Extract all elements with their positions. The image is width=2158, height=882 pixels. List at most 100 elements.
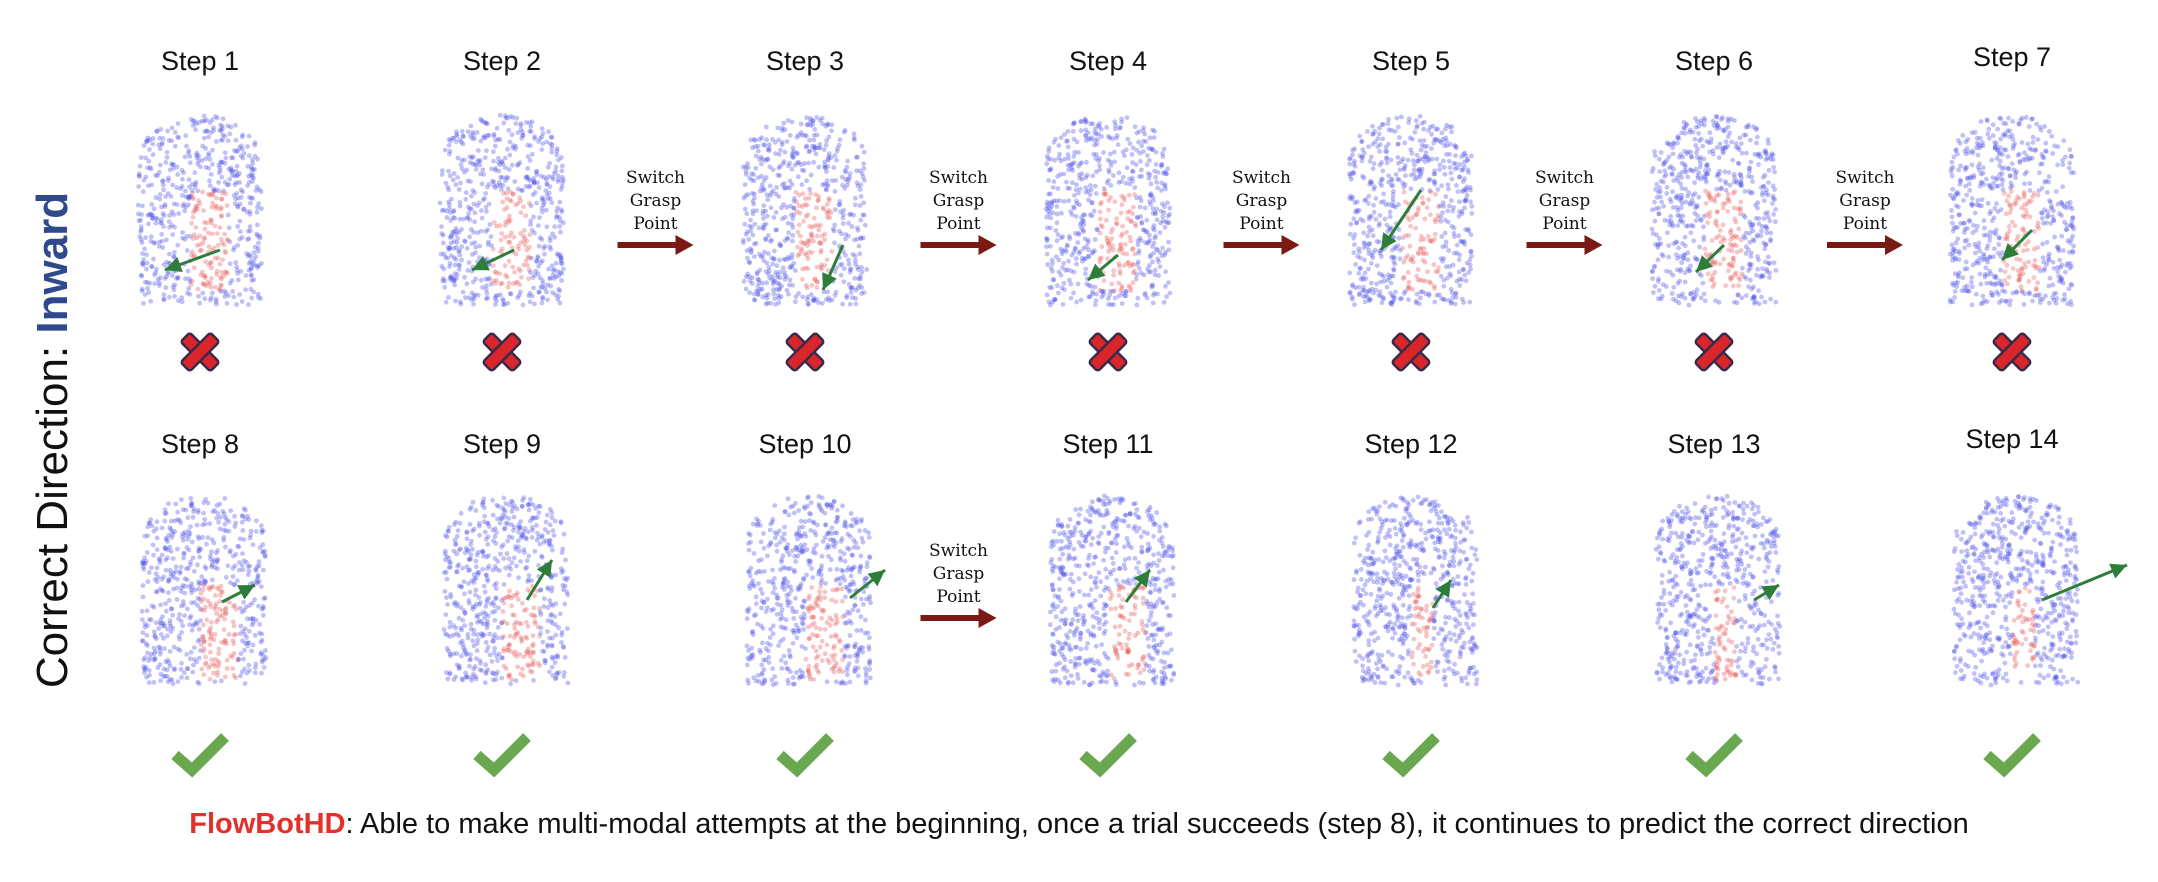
- point: [215, 242, 221, 248]
- point: [763, 158, 768, 163]
- point: [478, 277, 484, 283]
- point: [485, 242, 491, 247]
- point: [849, 224, 855, 229]
- point: [235, 242, 241, 248]
- point: [2021, 190, 2027, 195]
- point: [193, 182, 198, 187]
- point: [475, 148, 481, 153]
- point: [530, 192, 536, 198]
- point: [156, 283, 162, 288]
- point: [492, 143, 498, 149]
- point: [497, 162, 503, 168]
- point: [1352, 146, 1358, 152]
- point: [775, 272, 780, 277]
- point: [557, 224, 563, 229]
- point: [1084, 281, 1090, 287]
- point: [560, 163, 565, 169]
- point: [1682, 252, 1687, 258]
- point: [159, 220, 165, 226]
- point: [855, 227, 861, 233]
- point: [1688, 263, 1693, 269]
- point: [144, 550, 150, 555]
- point: [465, 178, 471, 184]
- point: [832, 240, 837, 246]
- point: [1994, 141, 1999, 147]
- point: [1118, 125, 1123, 130]
- point: [1397, 256, 1403, 262]
- point: [1448, 170, 1454, 176]
- point: [1419, 142, 1425, 148]
- point: [181, 555, 187, 561]
- point: [202, 283, 208, 288]
- point: [175, 242, 181, 248]
- point: [1970, 230, 1976, 236]
- point: [239, 299, 245, 304]
- point: [832, 189, 838, 194]
- point: [192, 118, 198, 124]
- point: [1075, 281, 1081, 287]
- point: [787, 133, 793, 138]
- point: [1051, 139, 1057, 145]
- point: [1701, 116, 1707, 121]
- point: [1668, 199, 1674, 205]
- point: [803, 133, 809, 139]
- point: [805, 122, 811, 128]
- point: [1717, 228, 1723, 233]
- point: [751, 201, 757, 207]
- point: [494, 125, 500, 131]
- point: [216, 287, 222, 292]
- point: [216, 188, 221, 194]
- point: [1392, 129, 1398, 134]
- point: [231, 245, 237, 250]
- point: [1963, 151, 1969, 157]
- point: [537, 215, 542, 221]
- point: [161, 262, 167, 267]
- point: [234, 163, 240, 169]
- cross-icon: [482, 332, 522, 372]
- point: [202, 516, 208, 522]
- point: [167, 251, 172, 257]
- point: [459, 128, 465, 134]
- point: [176, 211, 182, 217]
- point: [1154, 217, 1160, 223]
- point: [171, 165, 176, 171]
- point: [230, 619, 236, 625]
- point: [460, 289, 466, 295]
- point: [765, 147, 771, 153]
- point: [760, 182, 765, 187]
- point: [1077, 186, 1083, 192]
- point: [798, 233, 803, 239]
- point: [1998, 136, 2004, 142]
- point: [1095, 123, 1101, 128]
- point: [536, 243, 542, 249]
- point: [1469, 253, 1474, 259]
- point: [239, 194, 244, 200]
- point: [140, 262, 146, 268]
- point: [1467, 299, 1473, 305]
- point: [518, 210, 524, 216]
- point: [478, 138, 484, 144]
- point: [1054, 204, 1060, 209]
- point: [1387, 227, 1393, 232]
- point: [544, 512, 550, 518]
- point: [753, 240, 759, 246]
- point: [1658, 178, 1664, 184]
- point: [186, 276, 192, 282]
- point: [2035, 223, 2040, 229]
- point: [442, 278, 448, 284]
- point: [159, 576, 165, 582]
- point: [1361, 175, 1367, 181]
- point: [534, 258, 539, 264]
- point: [170, 681, 176, 687]
- point: [1357, 265, 1363, 271]
- point: [1730, 157, 1736, 163]
- point: [1454, 242, 1460, 248]
- point: [1702, 246, 1708, 252]
- point: [1972, 210, 1978, 216]
- point: [1468, 232, 1474, 238]
- point: [140, 203, 145, 209]
- point: [557, 199, 563, 205]
- point: [1713, 298, 1718, 304]
- point: [154, 519, 160, 525]
- point: [1966, 217, 1972, 223]
